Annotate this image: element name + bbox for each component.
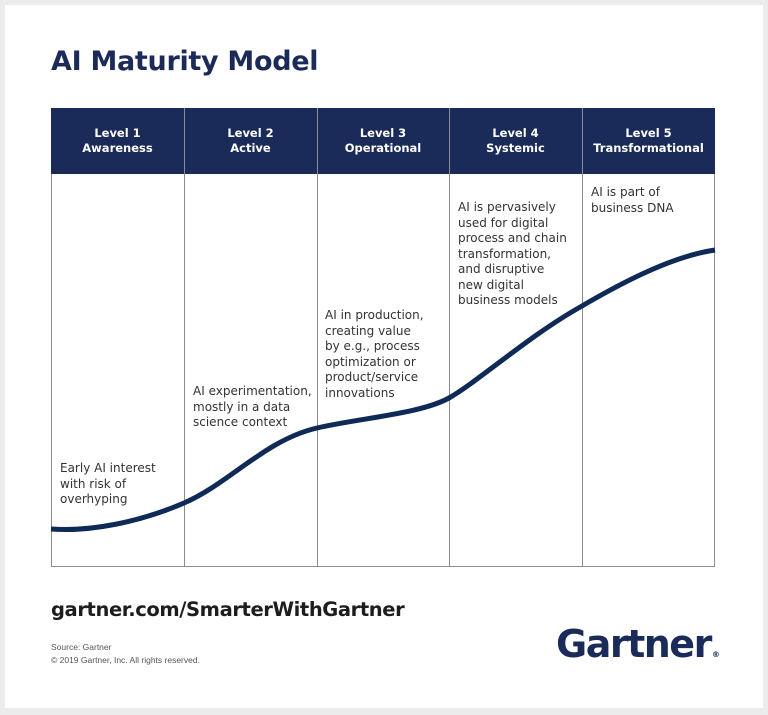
footer-url: gartner.com/SmarterWithGartner [51,598,405,621]
level-name: Operational [344,141,422,155]
column-divider [317,108,318,566]
level-name: Awareness [82,141,153,155]
level-name: Active [230,141,271,155]
column-divider [184,108,185,566]
logo-text: Gartner [556,622,712,666]
level-1-description: Early AI interest with risk of overhypin… [60,461,156,506]
level-3-description: AI in production, creating value by e.g.… [325,308,424,400]
level-name: Systemic [486,141,545,155]
level-number: Level 4 [492,125,539,140]
level-number: Level 1 [94,125,141,140]
gartner-logo: Gartner® [556,622,720,666]
level-4-description: AI is pervasively used for digital proce… [458,200,567,307]
level-name: Transformational [593,141,704,155]
column-divider [449,108,450,566]
header-level-2: Level 2 Active [184,108,317,174]
column-divider [582,108,583,566]
registered-mark: ® [711,650,720,659]
header-level-5: Level 5 Transformational [582,108,715,174]
table-header: Level 1 Awareness Level 2 Active Level 3… [51,108,715,174]
header-level-1: Level 1 Awareness [51,108,184,174]
level-number: Level 3 [359,125,407,140]
copyright-note: © 2019 Gartner, Inc. All rights reserved… [51,655,200,665]
level-number: Level 5 [625,125,672,140]
header-level-3: Level 3 Operational [317,108,449,174]
level-5-description: AI is part of business DNA [591,185,674,215]
level-number: Level 2 [227,125,274,140]
header-level-4: Level 4 Systemic [449,108,582,174]
page-title: AI Maturity Model [51,46,319,77]
level-2-description: AI experimentation, mostly in a data sci… [193,384,312,429]
source-note: Source: Gartner [51,642,112,652]
